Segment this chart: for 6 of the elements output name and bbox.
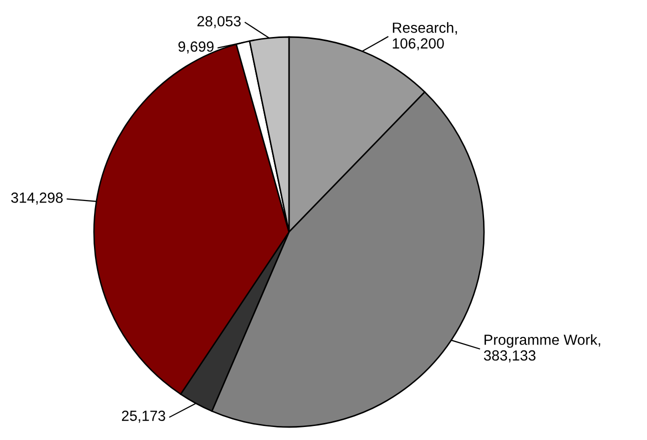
data-label: 28,053 [197, 16, 241, 28]
data-label: 314,298 [11, 192, 63, 205]
data-label: 25,173 [122, 410, 166, 423]
data-label: Programme Work, 383,133 [484, 334, 600, 362]
data-label: 9,699 [178, 41, 214, 54]
data-label: Research, 106,200 [392, 22, 457, 50]
